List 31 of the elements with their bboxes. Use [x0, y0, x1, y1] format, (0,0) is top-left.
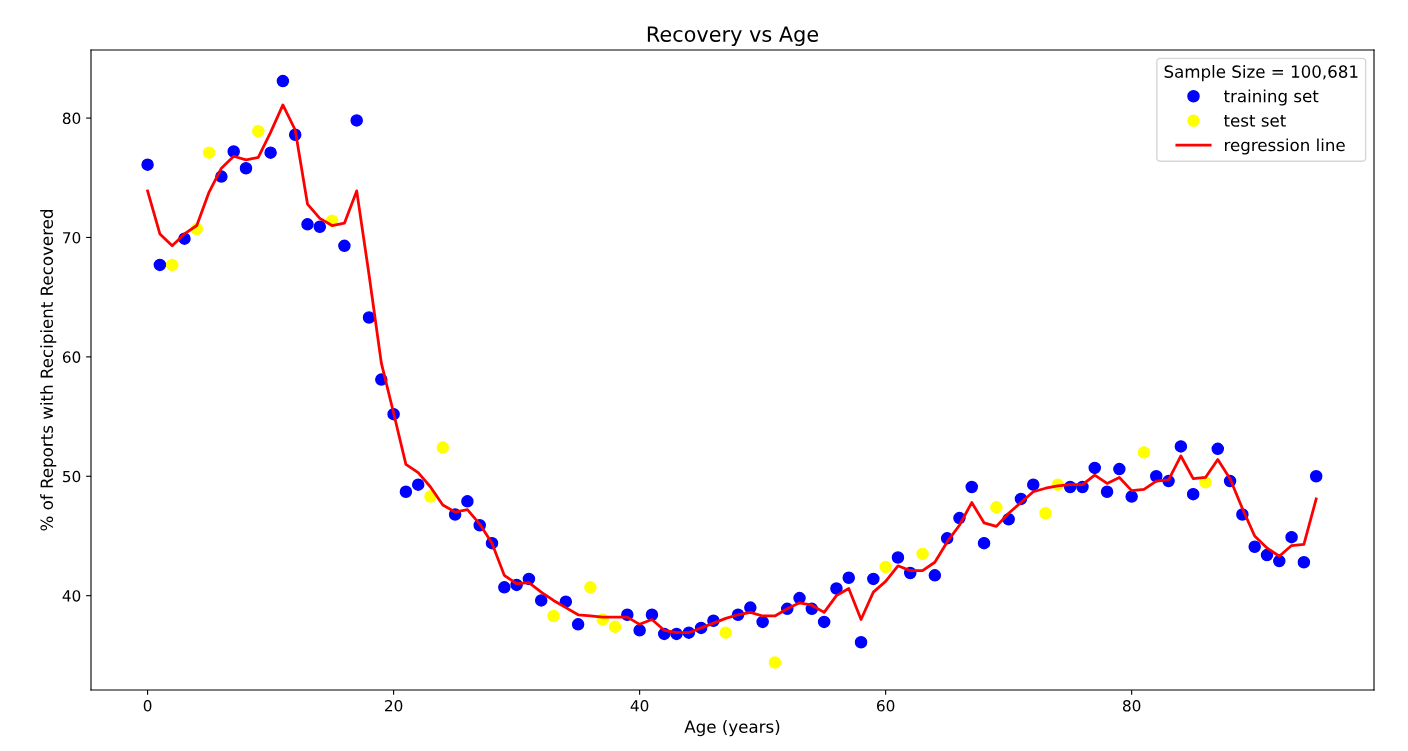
y-tick-label: 80	[62, 112, 81, 125]
x-tick-label: 20	[385, 699, 403, 712]
point	[719, 626, 732, 639]
point	[879, 560, 892, 574]
x-axis-title: Age (years)	[684, 720, 780, 737]
y-tick-label: 70	[63, 231, 81, 244]
x-tick-label: 60	[876, 699, 895, 712]
legend-label: training set	[1223, 89, 1319, 106]
legend-label: regression line	[1225, 138, 1345, 155]
point	[165, 258, 179, 272]
point	[436, 441, 450, 454]
legend-title: Sample Size = 100,681	[1164, 65, 1358, 82]
y-tick-label: 60	[62, 351, 81, 363]
point	[608, 620, 622, 633]
x-tick-label: 80	[1122, 699, 1141, 712]
x-tick-label: 0	[143, 699, 152, 712]
y-tick-label: 50	[63, 470, 81, 483]
chart-title: Recovery vs Age	[647, 26, 819, 46]
point	[547, 609, 560, 623]
legend-label: test set	[1223, 114, 1286, 127]
point	[202, 146, 216, 159]
point	[252, 124, 265, 138]
point	[916, 547, 929, 561]
point	[584, 581, 597, 594]
point	[768, 656, 782, 669]
point	[1039, 507, 1052, 520]
y-axis-title: % of Reports with Recipient Recovered	[40, 210, 57, 531]
point	[990, 501, 1003, 514]
y-tick-label: 40	[62, 590, 81, 602]
x-tick-label: 40	[630, 699, 649, 712]
point	[1137, 446, 1151, 459]
